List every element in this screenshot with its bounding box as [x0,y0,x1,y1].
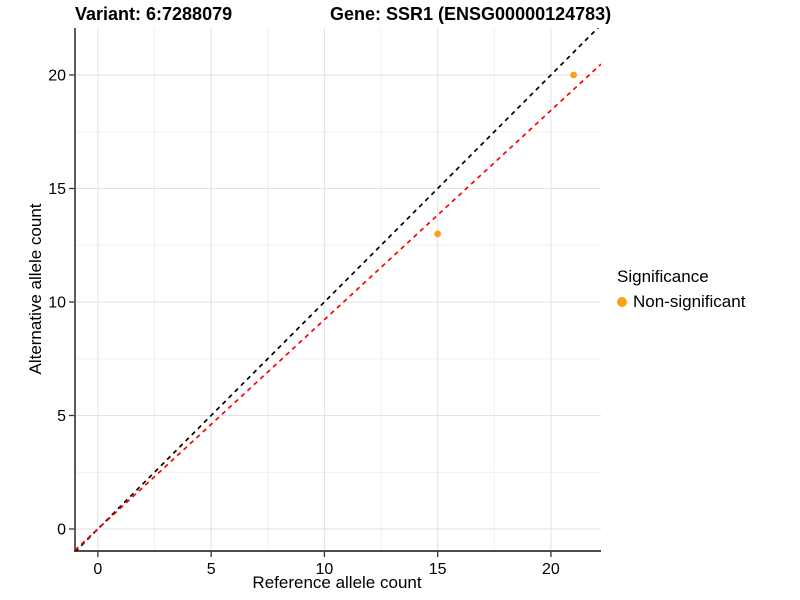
identity-line [75,28,600,551]
y-tick-label: 20 [48,67,66,84]
x-tick-label: 20 [542,561,560,578]
variant-title: Variant: 6:7288079 [75,4,233,24]
legend-title: Significance [617,267,709,286]
y-tick-label: 5 [57,408,66,425]
legend-entry-label: Non-significant [633,292,746,311]
data-point [434,230,442,238]
legend: Significance Non-significant [617,267,745,312]
legend-entry: Non-significant [617,292,745,312]
fit-line [75,63,601,551]
x-axis-title: Reference allele count [252,573,422,592]
x-tick-label: 10 [316,561,334,578]
y-tick-label: 15 [48,181,66,198]
gene-title: Gene: SSR1 (ENSG00000124783) [330,4,612,24]
y-tick-label: 10 [48,294,66,311]
x-tick-label: 0 [93,561,102,578]
data-point [570,71,577,79]
non-significant-point-icon [617,297,627,307]
y-tick-label: 0 [57,521,66,538]
x-tick-label: 15 [429,561,447,578]
x-tick-label: 5 [207,561,216,578]
